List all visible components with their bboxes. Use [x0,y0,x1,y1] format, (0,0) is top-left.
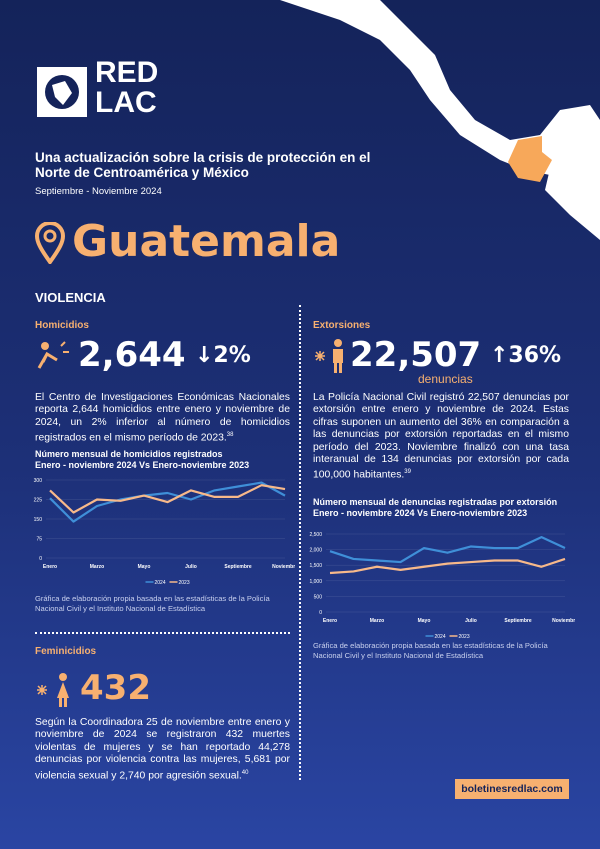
map [280,0,600,240]
y-tick-label: 1,000 [309,579,322,585]
line-series [329,536,566,564]
legend-label: 2023 [459,634,470,640]
y-tick-label: 1,500 [309,563,322,569]
logo-icon [37,67,87,117]
x-tick-label: Mayo [138,564,151,570]
legend-label: 2024 [435,634,446,640]
y-tick-label: 0 [319,610,322,616]
chart-title: Número mensual de homicidios registrados [35,449,223,459]
y-tick-label: 2,500 [309,532,322,538]
icon [315,339,343,373]
chart-title: Número mensual de denuncias registradas … [313,497,558,507]
stat-value: 2,644 [78,335,186,375]
x-tick-label: Enero [43,564,57,570]
paragraph: Según la Coordinadora 25 de noviembre en… [35,717,290,783]
logo-text: RED LAC [95,58,158,118]
x-tick-label: Septiembre [224,564,251,570]
chart-heading: Número mensual de denuncias registradas … [313,497,578,519]
pin-icon [35,222,65,264]
stat-value: 22,507 [350,335,482,375]
x-tick-label: Julio [185,564,197,570]
x-tick-label: Noviembre [272,564,295,570]
header-period: Septiembre - Noviembre 2024 [35,186,162,197]
text: Según la Coordinadora 25 de noviembre en… [35,717,290,782]
x-tick-label: Julio [465,618,477,624]
x-tick-label: Marzo [370,618,384,624]
chart-source: Gráfica de elaboración propia basada en … [313,641,548,660]
map-guatemala [508,136,552,182]
logo-line: RED [95,56,159,89]
chart-source: Gráfica de elaboración propia basada en … [35,594,270,613]
country-title: Guatemala [72,216,341,267]
y-tick-label: 0 [39,556,42,562]
x-tick-label: Septiembre [504,618,531,624]
y-tick-label: 500 [314,594,323,600]
header-title: Una actualización sobre la crisis de pro… [35,150,371,180]
paragraph: La Policía Nacional Civil registró 22,50… [313,392,569,482]
chart: 0 75 150 225 300 Enero Marzo Mayo Julio Septiembr… [34,478,295,586]
legend-label: 2023 [179,580,190,586]
y-tick-label: 2,000 [309,548,322,554]
section-label: Extorsiones [313,320,371,331]
icon [37,673,69,707]
divider [35,632,290,634]
y-tick-label: 300 [34,478,43,484]
logo-line: LAC [95,86,157,119]
chart: 0 500 1,000 1,500 2,000 2,500 Enero Marzo Mayo Ju… [309,532,575,640]
paragraph: El Centro de Investigaciones Económicas … [35,392,290,445]
legend-label: 2024 [155,580,166,586]
line-series [49,484,286,514]
icon [37,341,69,369]
footer-link[interactable]: boletinesredlac.com [455,779,569,799]
x-tick-label: Noviembre [552,618,575,624]
line-series [49,481,286,523]
section-label: Feminicidios [35,646,97,657]
y-tick-label: 75 [36,537,42,543]
x-tick-label: Mayo [418,618,431,624]
stat-value: 432 [80,668,151,708]
x-tick-label: Enero [323,618,337,624]
stat-change: ↑36% [490,343,562,368]
stat-unit: denuncias [418,372,473,386]
chart-heading: Número mensual de homicidios registrados… [35,449,295,471]
chart-subtitle: Enero - noviembre 2024 Vs Enero-noviembr… [35,460,250,470]
text: El Centro de Investigaciones Económicas … [35,392,290,444]
y-tick-label: 150 [34,517,43,523]
chart-subtitle: Enero - noviembre 2024 Vs Enero-noviembr… [313,508,528,518]
map-central-america [545,160,600,240]
text: La Policía Nacional Civil registró 22,50… [313,392,569,481]
x-tick-label: Marzo [90,564,104,570]
ref: 39 [404,469,411,476]
section-label: Homicidios [35,320,89,331]
ref: 38 [226,432,234,439]
stat-change: ↓2% [195,343,251,368]
y-tick-label: 225 [34,498,43,504]
section-title: VIOLENCIA [35,290,106,305]
line-series [329,557,566,575]
divider [299,305,301,780]
ref: 40 [241,769,249,776]
